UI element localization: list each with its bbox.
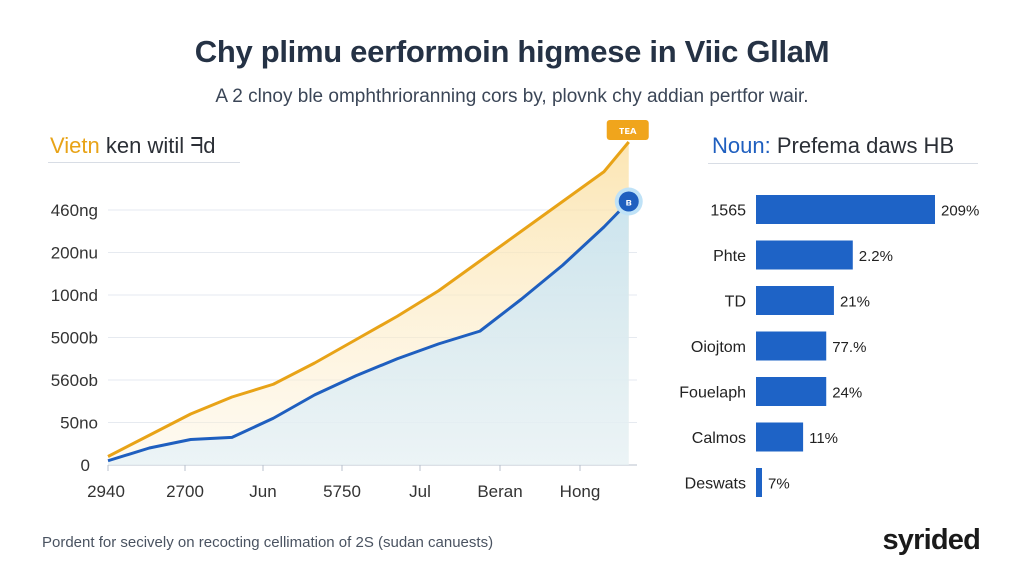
blue-end-marker (618, 191, 639, 212)
bar-value-label: 7% (768, 476, 790, 493)
bar-chart-title-accent: Noun: (712, 133, 771, 158)
bar-chart-title: Noun: Prefema daws HB (712, 133, 954, 159)
bar-category-label: Fouelaph (679, 385, 746, 402)
x-tick-label: 2940 (87, 482, 125, 501)
blue-series-area (108, 201, 629, 465)
blue-end-label: ʙ (626, 198, 632, 209)
page-title: Chy plimu eerformoin higmese in Viic Gll… (194, 34, 830, 69)
bar (756, 286, 834, 315)
bar-chart: 1565 209% Phte 2.2% TD 21% Oiojtom 77.% Fouelaph… (679, 195, 979, 497)
footer-note: Pordent for secively on recocting cellim… (42, 534, 494, 551)
y-tick-label: 100nd (51, 286, 98, 305)
bar-category-label: 1565 (710, 203, 746, 220)
blue-series-line (107, 200, 630, 463)
page-subtitle: A 2 clnoy ble omphthrioranning cors by, … (215, 86, 809, 107)
line-chart: 460ng 200nu 100nd 5000b 560ob 50no 0 2940 2700 J… (51, 120, 649, 501)
bar-value-label: 77.% (832, 339, 866, 356)
bar-chart-title-rest: Prefema daws HB (770, 133, 955, 158)
y-tick-label: 200nu (51, 244, 98, 263)
bar-category-label: Oiojtom (691, 339, 746, 356)
y-tick-label: 5000b (51, 329, 98, 348)
bar (756, 195, 935, 224)
y-tick-label: 460ng (51, 201, 98, 220)
bar-value-label: 24% (832, 385, 862, 402)
line-chart-title-divider (48, 162, 240, 163)
line-chart-title: Vietn ken witil ᖷd (50, 133, 215, 159)
brand-logo: syrided (882, 524, 980, 556)
x-tick-label: Hong (560, 482, 601, 501)
bar-value-label: 209% (941, 203, 979, 220)
x-tick-label: Beran (477, 482, 522, 501)
x-tick-label: Jun (249, 482, 276, 501)
bar-category-label: Deswats (685, 476, 746, 493)
orange-end-label: ᴛᴇᴀ (619, 125, 637, 137)
y-tick-label: 560ob (51, 371, 98, 390)
bar-chart-title-divider (708, 163, 978, 164)
bar-category-label: Calmos (692, 430, 746, 447)
line-chart-title-accent: Vietn (50, 133, 100, 158)
bar-category-label: TD (725, 294, 746, 311)
orange-end-marker (606, 120, 649, 140)
bar (756, 468, 762, 497)
bar (756, 377, 827, 406)
y-tick-label: 50no (60, 414, 98, 433)
bar (756, 422, 804, 452)
y-tick-label: 0 (81, 456, 90, 475)
line-chart-title-rest: ken witil ᖷd (99, 133, 216, 158)
bar (756, 331, 827, 361)
x-tick-label: 5750 (323, 482, 361, 501)
bar (756, 240, 853, 270)
bar-value-label: 21% (840, 294, 870, 311)
x-tick-label: 2700 (166, 482, 204, 501)
bar-value-label: 11% (809, 430, 838, 447)
x-tick-label: Jul (409, 482, 431, 501)
orange-series-line (107, 141, 630, 458)
bar-value-label: 2.2% (859, 248, 893, 265)
bar-category-label: Phte (713, 248, 746, 265)
